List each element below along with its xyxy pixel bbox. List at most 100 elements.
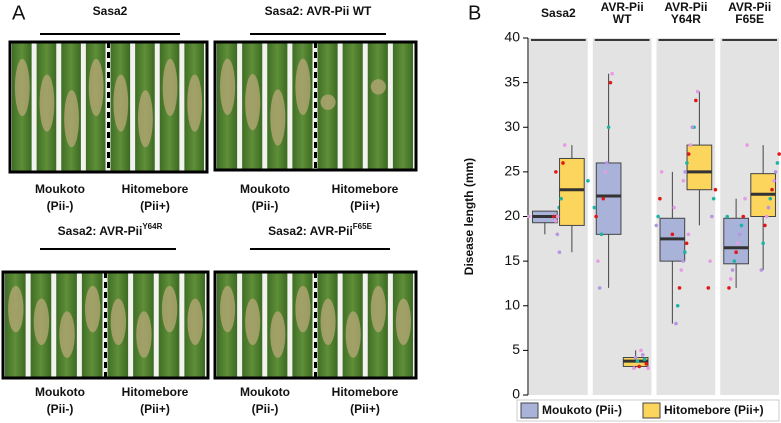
lesion	[88, 58, 104, 117]
facet-label: AVR-Pii	[664, 0, 707, 14]
facet-label: Sasa2	[541, 6, 576, 20]
box	[723, 217, 749, 265]
point	[551, 214, 556, 219]
point	[732, 259, 737, 263]
point	[694, 98, 698, 103]
lesion	[39, 74, 55, 132]
point	[605, 161, 609, 165]
facet-label: WT	[613, 12, 632, 26]
point	[658, 196, 662, 201]
lesion	[245, 298, 261, 346]
cultivar-label: (Pii+)	[350, 199, 380, 213]
point	[675, 303, 680, 308]
cultivar-label: (Pii+)	[350, 402, 380, 416]
y-tick-label: 30	[504, 118, 520, 134]
point	[597, 286, 602, 290]
point	[777, 152, 781, 156]
point	[708, 259, 712, 263]
leaf	[342, 42, 363, 170]
lesion	[113, 74, 129, 132]
point	[656, 214, 660, 219]
point	[683, 250, 687, 254]
lesion	[187, 298, 203, 346]
title-sup: F65E	[353, 222, 373, 231]
box	[559, 157, 585, 226]
legend-label: Moukoto (Pii-)	[542, 403, 622, 417]
point	[728, 277, 733, 281]
cultivar-label: Hitomebore	[332, 385, 399, 399]
lesion	[320, 298, 336, 346]
point	[633, 355, 638, 360]
lesion	[270, 311, 286, 358]
lesion	[33, 298, 50, 346]
lesion	[220, 285, 236, 333]
point	[557, 250, 562, 254]
point	[640, 353, 645, 357]
point	[659, 170, 664, 174]
cultivar-label: Moukoto	[240, 385, 290, 399]
point	[759, 268, 764, 272]
facet-label: F65E	[735, 12, 764, 26]
point	[681, 259, 685, 263]
point	[745, 143, 749, 147]
facet-bg	[656, 38, 716, 395]
y-tick-label: 20	[504, 207, 520, 223]
point	[610, 71, 614, 76]
point	[706, 286, 711, 290]
cultivar-label: Moukoto	[240, 182, 290, 196]
point	[763, 223, 767, 228]
point	[555, 214, 560, 219]
y-tick-label: 5	[512, 341, 520, 357]
point	[690, 125, 695, 130]
point	[603, 170, 607, 174]
lesion	[295, 285, 311, 333]
box	[595, 162, 622, 235]
lesion	[187, 74, 203, 132]
point	[684, 241, 689, 246]
y-tick-label: 25	[504, 163, 520, 179]
point	[527, 214, 531, 219]
lesion	[270, 89, 286, 146]
legend-swatch	[520, 402, 539, 419]
point	[555, 232, 560, 237]
point	[646, 366, 650, 371]
lesion	[345, 311, 361, 358]
point	[637, 364, 642, 369]
point	[736, 241, 740, 246]
point	[644, 361, 649, 366]
point	[761, 241, 765, 246]
point	[553, 219, 558, 223]
point	[596, 259, 600, 263]
point	[725, 214, 730, 219]
legend-swatch	[642, 402, 661, 419]
point	[683, 170, 687, 174]
point	[737, 232, 742, 237]
lesion	[110, 298, 126, 346]
point	[606, 125, 611, 130]
point	[730, 268, 735, 272]
cultivar-label: (Pii-)	[252, 402, 279, 416]
point	[642, 357, 647, 362]
lesion	[138, 90, 153, 148]
lesion	[136, 311, 152, 358]
lesion	[370, 79, 386, 95]
y-tick-label: 0	[512, 386, 520, 402]
lesion	[161, 285, 178, 333]
lesion	[59, 311, 75, 358]
leaf	[392, 42, 413, 170]
photo-title: Sasa2: AVR-PiiF65E	[268, 222, 372, 238]
point	[768, 196, 773, 201]
photo-title: Sasa2: AVR-Pii WT	[265, 4, 372, 18]
cultivar-label: Hitomebore	[122, 182, 189, 196]
facet-label: AVR-Pii	[728, 0, 771, 14]
point	[686, 152, 691, 156]
point	[594, 214, 598, 219]
lesion	[8, 285, 24, 333]
point	[608, 80, 613, 85]
lesion	[220, 58, 236, 115]
lesion	[320, 94, 336, 110]
point	[674, 321, 678, 326]
leaf	[367, 42, 388, 170]
lesion	[245, 74, 261, 131]
cultivar-label: Hitomebore	[122, 385, 189, 399]
